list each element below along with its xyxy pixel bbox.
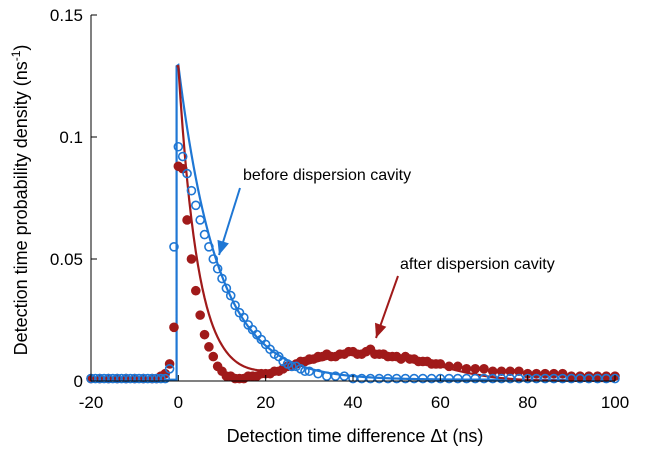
data-point-after [453, 361, 463, 372]
data-point-before [300, 366, 310, 377]
data-point-before [177, 151, 188, 162]
data-point-after [182, 215, 192, 225]
data-point-before [169, 242, 179, 252]
data-point-after [191, 285, 201, 296]
data-point-before [182, 168, 192, 179]
arrow-after [375, 275, 399, 339]
x-axis-label: Detection time difference Δt (ns) [227, 426, 484, 446]
y-tick-label: 0.15 [50, 6, 83, 25]
data-point-after [461, 364, 472, 374]
data-point-before [313, 368, 323, 379]
data-point-before [160, 373, 171, 384]
y-tick-label: 0.05 [50, 250, 83, 269]
y-axis-label: Detection time probability density (ns-1… [9, 45, 31, 356]
data-point-before [212, 263, 223, 274]
arrow-before [217, 187, 241, 256]
annotations: before dispersion cavity after dispersio… [217, 167, 555, 339]
data-point-before [221, 283, 232, 294]
data-point-before [610, 373, 620, 384]
data-point-before [164, 363, 175, 374]
data-point-before [156, 373, 166, 384]
data-point-before [217, 273, 227, 284]
data-point-after [435, 359, 446, 369]
data-point-before [225, 290, 236, 301]
data-point-after [199, 329, 210, 340]
data-point-before [304, 366, 315, 377]
x-tick-label: 0 [174, 393, 183, 412]
x-tick-label: 80 [518, 393, 537, 412]
data-point-after [444, 361, 454, 372]
data-point-before [204, 242, 214, 252]
annotation-before-dispersion: before dispersion cavity [243, 167, 411, 184]
data-markers [86, 141, 620, 384]
data-point-before [186, 185, 197, 196]
data-point-before [173, 141, 184, 152]
data-point-before [191, 200, 201, 211]
x-tick-label: 40 [344, 393, 363, 412]
x-tick-label: 20 [256, 393, 275, 412]
data-point-after [479, 364, 489, 374]
data-point-before [230, 300, 240, 311]
data-point-after [195, 310, 205, 320]
annotation-after-dispersion: after dispersion cavity [400, 256, 555, 273]
data-point-before [239, 312, 249, 323]
data-point-before [199, 229, 210, 240]
data-point-after [470, 364, 481, 374]
fit-curve-before [91, 63, 615, 381]
axes: -20 0 20 40 60 80 100 0 0.05 0.1 0.15 [50, 6, 629, 412]
data-point-after [208, 351, 219, 362]
data-point-before [287, 361, 297, 372]
y-tick-label: 0 [74, 372, 83, 391]
x-tick-label: 60 [431, 393, 450, 412]
fit-curve-after [176, 65, 616, 383]
y-tick-label: 0.1 [59, 128, 83, 147]
data-point-before [339, 371, 350, 381]
x-tick-label: 100 [601, 393, 629, 412]
data-point-before [195, 215, 205, 225]
data-point-after [514, 366, 524, 377]
data-point-after [169, 322, 179, 333]
x-tick-label: -20 [79, 393, 104, 412]
data-point-before [208, 254, 219, 264]
fit-curves [91, 63, 616, 383]
data-point-after [186, 254, 197, 264]
data-point-after [204, 342, 214, 352]
